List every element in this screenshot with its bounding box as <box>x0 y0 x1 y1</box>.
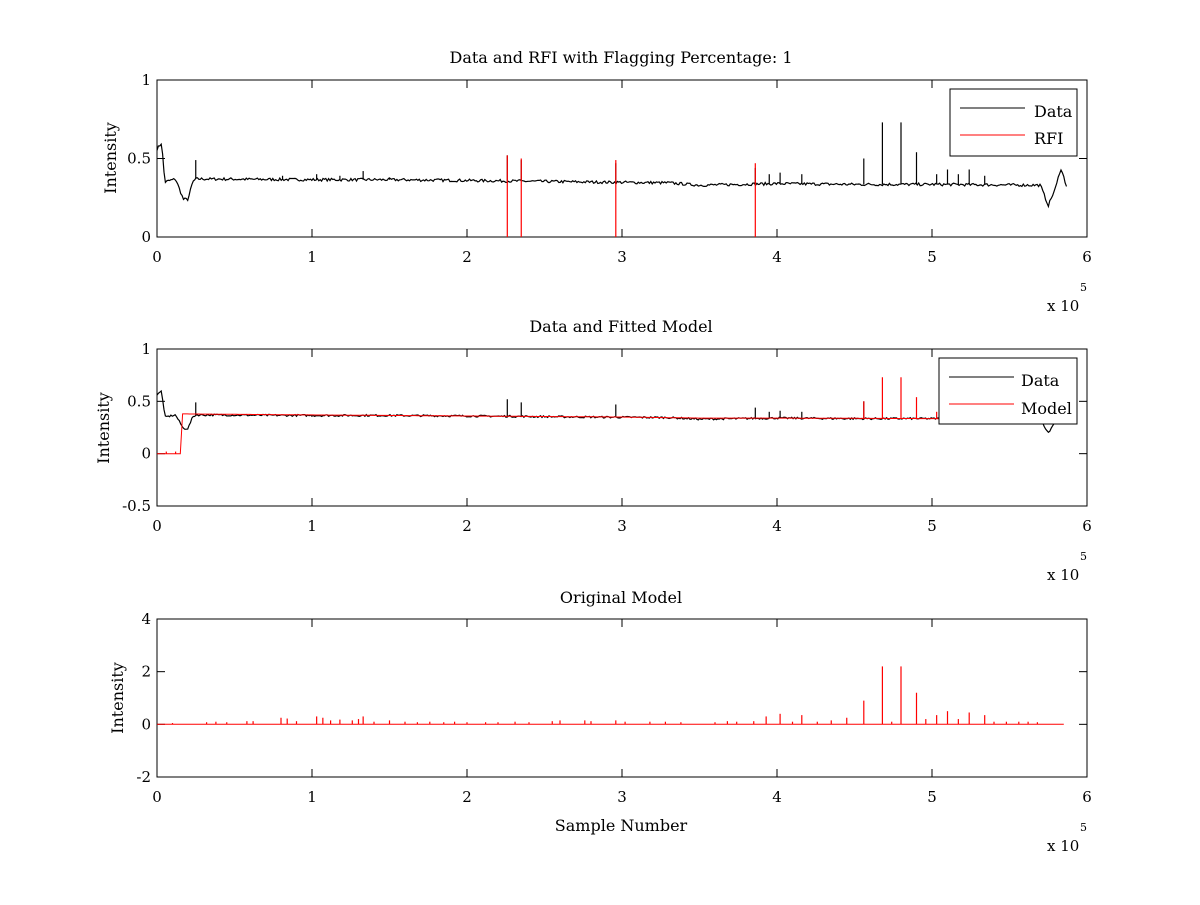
y-axis-label: Intensity <box>101 122 120 194</box>
x-tick-label: 2 <box>462 788 472 806</box>
x-tick-label: 0 <box>152 517 162 535</box>
y-tick-label: 1 <box>141 340 151 358</box>
y-tick-label: 0 <box>141 445 151 463</box>
y-tick-label: 0.5 <box>127 392 151 410</box>
x-tick-label: 3 <box>617 248 627 266</box>
y-tick-label: -2 <box>136 768 151 786</box>
model-series <box>157 377 994 455</box>
legend-label-data: Data <box>1034 102 1073 121</box>
model-series <box>157 666 1064 725</box>
x-tick-label: 4 <box>772 517 782 535</box>
x-tick-label: 1 <box>307 788 317 806</box>
legend: Data RFI <box>949 88 1078 157</box>
x-tick-label: 0 <box>152 248 162 266</box>
y-tick-label: 2 <box>141 663 151 681</box>
legend-label-rfi: RFI <box>1034 129 1063 148</box>
legend-label-model: Model <box>1021 399 1072 418</box>
x-tick-label: 4 <box>772 788 782 806</box>
y-tick-label: 0 <box>141 715 151 733</box>
x-tick-label: 3 <box>617 517 627 535</box>
x-tick-label: 5 <box>927 248 937 266</box>
legend-label-data: Data <box>1021 371 1060 390</box>
x-multiplier-exponent: 5 <box>1080 550 1087 563</box>
x-tick-label: 6 <box>1082 517 1092 535</box>
x-axis-label: Sample Number <box>555 816 688 835</box>
y-axis-label: Intensity <box>94 392 113 464</box>
legend-box <box>938 357 1078 425</box>
x-multiplier-exponent: 5 <box>1080 821 1087 834</box>
x-multiplier: x 10 <box>1047 297 1079 315</box>
x-tick-label: 0 <box>152 788 162 806</box>
x-tick-label: 5 <box>927 788 937 806</box>
x-multiplier: x 10 <box>1047 837 1079 855</box>
x-tick-label: 1 <box>307 517 317 535</box>
x-tick-label: 6 <box>1082 248 1092 266</box>
rfi-series <box>506 155 756 237</box>
panel-original-model: Original Model Intensity Sample Number x… <box>108 588 1092 855</box>
chart-title: Data and RFI with Flagging Percentage: 1 <box>449 48 792 67</box>
x-tick-label: 2 <box>462 517 472 535</box>
chart-title: Data and Fitted Model <box>529 317 712 336</box>
panel-rfi: Data and RFI with Flagging Percentage: 1… <box>101 48 1092 315</box>
panel-fitted-model: Data and Fitted Model Intensity x 10 5 0… <box>94 317 1092 584</box>
y-tick-label: 4 <box>141 610 151 628</box>
y-tick-label: -0.5 <box>122 497 151 515</box>
series-line <box>156 142 1068 209</box>
y-tick-label: 0.5 <box>127 150 151 168</box>
y-tick-label: 1 <box>141 71 151 89</box>
y-tick-label: 0 <box>141 228 151 246</box>
x-tick-label: 2 <box>462 248 472 266</box>
x-tick-label: 5 <box>927 517 937 535</box>
legend: Data Model <box>938 357 1078 425</box>
y-axis-label: Intensity <box>108 662 127 734</box>
x-tick-label: 1 <box>307 248 317 266</box>
x-tick-label: 4 <box>772 248 782 266</box>
series-line <box>157 413 994 455</box>
x-multiplier: x 10 <box>1047 566 1079 584</box>
x-multiplier-exponent: 5 <box>1080 281 1087 294</box>
x-tick-label: 6 <box>1082 788 1092 806</box>
chart-title: Original Model <box>560 588 682 607</box>
x-tick-label: 3 <box>617 788 627 806</box>
legend-box <box>949 88 1078 157</box>
